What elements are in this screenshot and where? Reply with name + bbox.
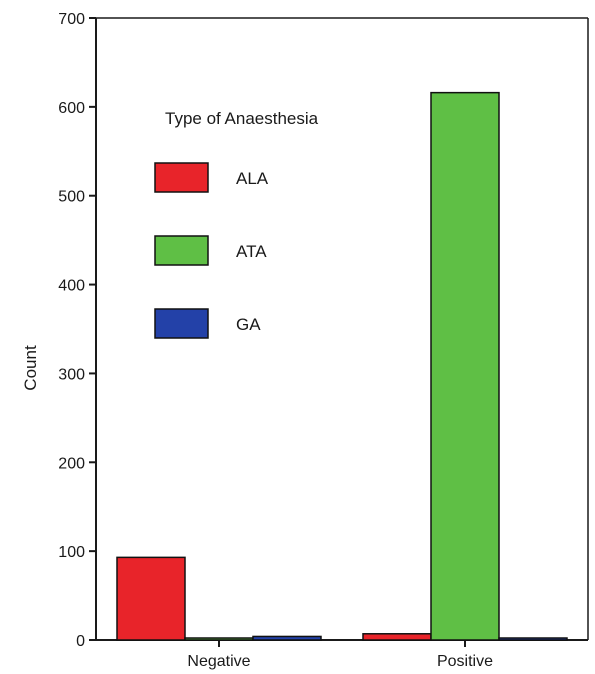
x-axis: Negative Positive (96, 639, 588, 670)
plot-frame (96, 17, 589, 640)
bar (430, 91, 500, 641)
y-tick-label: 500 (58, 189, 85, 206)
y-tick-label: 600 (58, 100, 85, 117)
bar (252, 635, 322, 641)
bar (116, 556, 186, 641)
legend-label: GA (236, 315, 261, 334)
legend-swatch (154, 235, 209, 266)
y-tick-label: 400 (58, 278, 85, 295)
y-tick-label: 0 (76, 633, 85, 650)
legend-label: ATA (236, 242, 267, 261)
bar (498, 637, 568, 641)
y-axis: 0 100 200 300 400 500 600 700 (58, 11, 97, 650)
x-tick-label: Negative (187, 653, 250, 670)
legend-title: Type of Anaesthesia (165, 109, 319, 128)
bar (362, 633, 432, 641)
y-tick-label: 100 (58, 544, 85, 561)
bar (184, 637, 254, 641)
y-tick-label: 200 (58, 455, 85, 472)
legend: Type of Anaesthesia ALA ATA GA (154, 109, 319, 339)
x-tick-label: Positive (437, 653, 493, 670)
legend-swatch (154, 162, 209, 193)
y-axis-title: Count (21, 345, 40, 391)
legend-swatch (154, 308, 209, 339)
y-tick-label: 300 (58, 366, 85, 383)
y-tick-label: 700 (58, 11, 85, 28)
legend-label: ALA (236, 169, 269, 188)
bars (116, 91, 568, 641)
